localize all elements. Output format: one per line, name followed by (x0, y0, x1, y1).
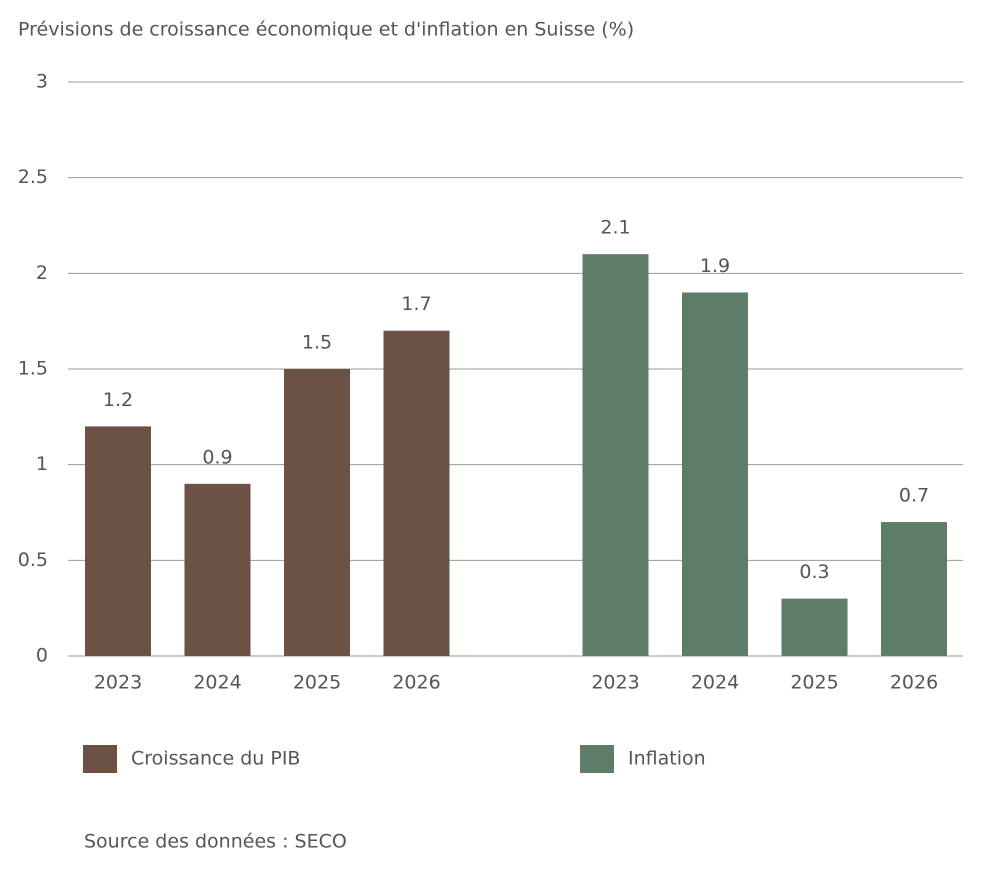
bar (85, 426, 151, 656)
y-tick-label: 0.5 (18, 549, 48, 571)
y-tick-label: 1.5 (18, 358, 48, 380)
value-label: 0.7 (899, 485, 929, 507)
legend-swatch (83, 745, 117, 773)
value-label: 1.9 (700, 255, 730, 277)
x-tick-label: 2024 (193, 672, 241, 694)
value-label: 0.3 (799, 561, 829, 583)
value-label: 1.2 (103, 389, 133, 411)
x-tick-label: 2025 (790, 672, 838, 694)
bar (184, 483, 251, 656)
legend-label: Croissance du PIB (131, 748, 300, 770)
bar (383, 330, 450, 656)
x-tick-label: 2026 (890, 672, 938, 694)
source-note: Source des données : SECO (84, 831, 347, 853)
chart-title: Prévisions de croissance économique et d… (18, 19, 634, 41)
bar (682, 292, 748, 656)
value-label: 2.1 (600, 217, 630, 239)
y-tick-label: 3 (36, 71, 48, 93)
value-label: 0.9 (202, 446, 232, 468)
value-label: 1.7 (401, 293, 431, 315)
y-tick-label: 0 (36, 645, 48, 667)
x-tick-label: 2023 (591, 672, 639, 694)
legend-label: Inflation (628, 748, 706, 770)
y-tick-label: 1 (36, 453, 48, 475)
bar (284, 369, 350, 656)
x-tick-label: 2023 (94, 672, 142, 694)
value-label: 1.5 (302, 332, 332, 354)
bar (582, 254, 649, 656)
bar (881, 522, 947, 656)
bar (781, 598, 848, 656)
x-tick-label: 2026 (392, 672, 440, 694)
legend-swatch (580, 745, 614, 773)
x-tick-label: 2025 (293, 672, 341, 694)
x-tick-label: 2024 (691, 672, 739, 694)
y-tick-label: 2 (36, 262, 48, 284)
y-tick-label: 2.5 (18, 166, 48, 188)
